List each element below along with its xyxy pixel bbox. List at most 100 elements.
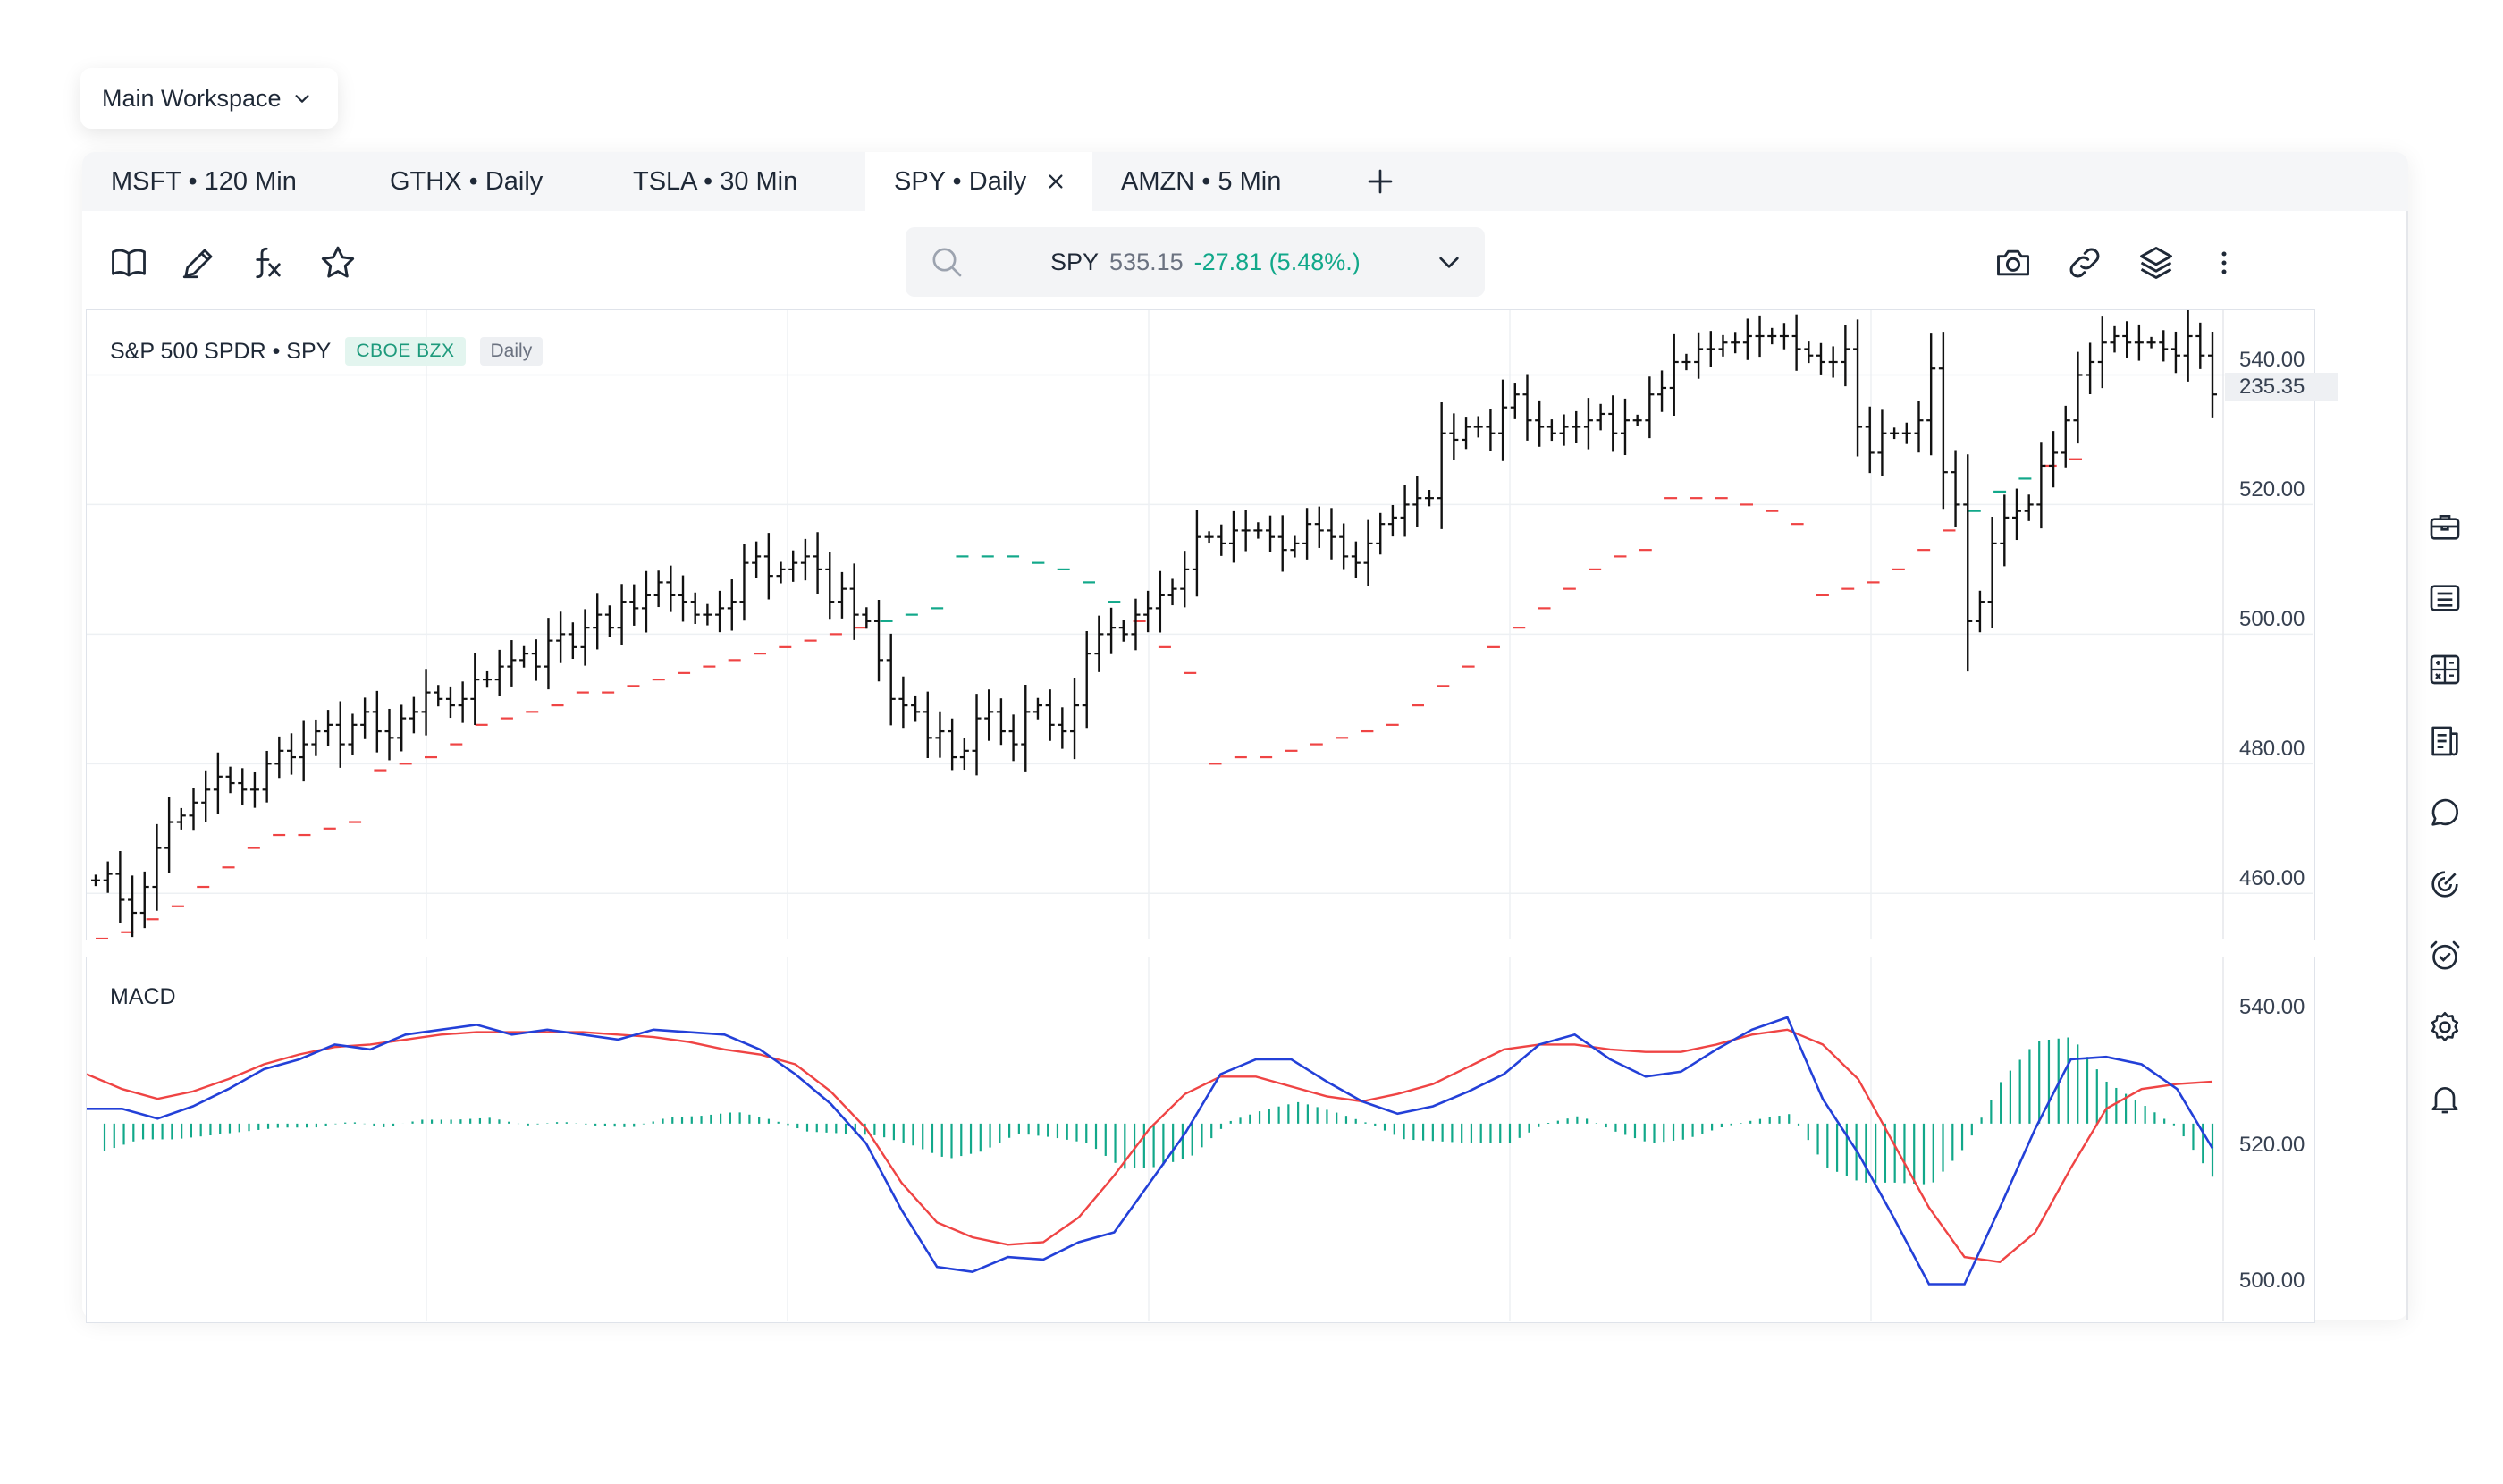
chat-icon[interactable]	[2417, 785, 2473, 840]
ohlc-bar	[2170, 331, 2180, 374]
macd-axis-label: 500.00	[2239, 1269, 2305, 1293]
ohlc-bar	[115, 851, 125, 923]
ohlc-bar	[1449, 413, 1459, 460]
ohlc-bar	[1596, 403, 1605, 431]
price-chart-panel[interactable]: S&P 500 SPDR • SPY CBOE BZX Daily 540.00…	[86, 309, 2338, 940]
camera-icon[interactable]	[1992, 241, 2035, 284]
price-axis-label: 460.00	[2239, 866, 2305, 891]
ohlc-bar	[1853, 319, 1863, 457]
ohlc-bar	[434, 685, 443, 707]
close-icon[interactable]	[1046, 172, 1066, 191]
ohlc-bar	[1266, 515, 1276, 552]
bell-icon[interactable]	[2417, 1071, 2473, 1126]
ohlc-bar	[1253, 522, 1263, 539]
ohlc-bar	[249, 771, 259, 808]
ohlc-bar	[1070, 678, 1080, 760]
ohlc-bar	[788, 550, 798, 582]
symbol-price: 535.15	[1109, 248, 1184, 275]
ohlc-bar	[1363, 519, 1373, 586]
ohlc-bar	[2134, 324, 2144, 361]
ohlc-bar	[1572, 410, 1581, 443]
ohlc-bar	[1620, 398, 1630, 456]
ohlc-bar	[1339, 523, 1349, 570]
signal-line	[87, 1028, 2213, 1263]
ohlc-bar	[458, 681, 468, 723]
symbol-search[interactable]: SPY 535.15 -27.81 (5.48%.)	[906, 227, 1485, 297]
target-icon[interactable]	[2417, 856, 2473, 912]
ohlc-bar	[849, 563, 859, 640]
macd-panel[interactable]: MACD 540.00 520.00 500.00	[86, 957, 2315, 1323]
ohlc-bar	[1302, 508, 1312, 560]
ohlc-bar	[507, 640, 517, 687]
ohlc-bar	[201, 770, 211, 822]
ohlc-bar	[189, 788, 198, 831]
ohlc-bar	[531, 639, 541, 681]
ohlc-bar	[139, 871, 149, 929]
ohlc-bar	[862, 607, 872, 629]
ohlc-bar	[1021, 685, 1031, 772]
ohlc-bar	[1204, 531, 1214, 544]
ohlc-bar	[2110, 325, 2120, 353]
briefcase-icon[interactable]	[2417, 499, 2473, 554]
ohlc-bar	[1118, 620, 1128, 642]
settings-gear-icon[interactable]	[2417, 999, 2473, 1055]
workspace-dropdown[interactable]: Main Workspace	[80, 68, 338, 129]
chevron-down-icon[interactable]	[1435, 248, 1463, 276]
ohlc-bar	[1645, 376, 1655, 439]
layers-icon[interactable]	[2135, 241, 2178, 284]
ohlc-bar	[470, 653, 480, 725]
add-tab-button[interactable]	[1366, 152, 1395, 211]
ohlc-bar	[752, 541, 762, 578]
tab-spy[interactable]: SPY • Daily	[865, 152, 1092, 211]
ohlc-bar	[397, 704, 407, 752]
ohlc-bar	[825, 552, 835, 620]
ohlc-bar	[1498, 379, 1508, 461]
chart-window: MSFT • 120 Min GTHX • Daily TSLA • 30 Mi…	[82, 152, 2460, 1323]
workspace-label: Main Workspace	[102, 84, 282, 112]
ohlc-bar	[1510, 383, 1520, 419]
ohlc-bar	[287, 733, 297, 775]
ohlc-bar	[1437, 402, 1446, 529]
notes-icon[interactable]	[2417, 713, 2473, 769]
ohlc-bar	[1387, 504, 1397, 537]
ohlc-bar	[996, 698, 1006, 746]
pencil-icon[interactable]	[177, 241, 220, 284]
tab-gthx[interactable]: GTHX • Daily	[390, 152, 543, 211]
tab-tsla[interactable]: TSLA • 30 Min	[633, 152, 797, 211]
tab-amzn[interactable]: AMZN • 5 Min	[1121, 152, 1281, 211]
ohlc-bar	[1718, 334, 1728, 357]
ohlc-bar	[421, 669, 431, 736]
ohlc-bar	[800, 538, 810, 581]
ohlc-bar	[1901, 422, 1911, 444]
star-icon[interactable]	[316, 241, 359, 284]
plus-icon	[1368, 169, 1393, 194]
calculator-icon[interactable]	[2417, 642, 2473, 697]
ohlc-bar	[1107, 607, 1117, 654]
ohlc-bar	[703, 603, 712, 626]
ohlc-bar	[1241, 510, 1251, 552]
ohlc-bar	[1192, 510, 1201, 597]
more-vertical-icon[interactable]	[2206, 241, 2242, 284]
ohlc-bar	[556, 611, 566, 663]
ohlc-bar	[1473, 416, 1483, 438]
ohlc-bar	[874, 599, 884, 682]
ohlc-bar	[1143, 590, 1153, 633]
price-panel-header: S&P 500 SPDR • SPY CBOE BZX Daily	[110, 337, 544, 366]
function-icon[interactable]	[247, 241, 290, 284]
list-icon[interactable]	[2417, 570, 2473, 626]
ohlc-bar	[372, 690, 382, 753]
alarm-icon[interactable]	[2417, 928, 2473, 983]
ohlc-bar	[727, 579, 737, 631]
tab-msft[interactable]: MSFT • 120 Min	[111, 152, 297, 211]
symbol-ticker: SPY	[1050, 248, 1100, 275]
ohlc-bar	[1583, 398, 1593, 450]
ohlc-bar	[886, 633, 896, 726]
ohlc-bar	[445, 686, 455, 719]
ohlc-bar	[1351, 541, 1361, 578]
link-icon[interactable]	[2063, 241, 2106, 284]
ohlc-bar	[1742, 318, 1752, 360]
ohlc-bar	[972, 694, 982, 776]
ohlc-bar	[1094, 615, 1104, 672]
ohlc-bar	[1314, 506, 1324, 548]
book-icon[interactable]	[107, 241, 150, 284]
